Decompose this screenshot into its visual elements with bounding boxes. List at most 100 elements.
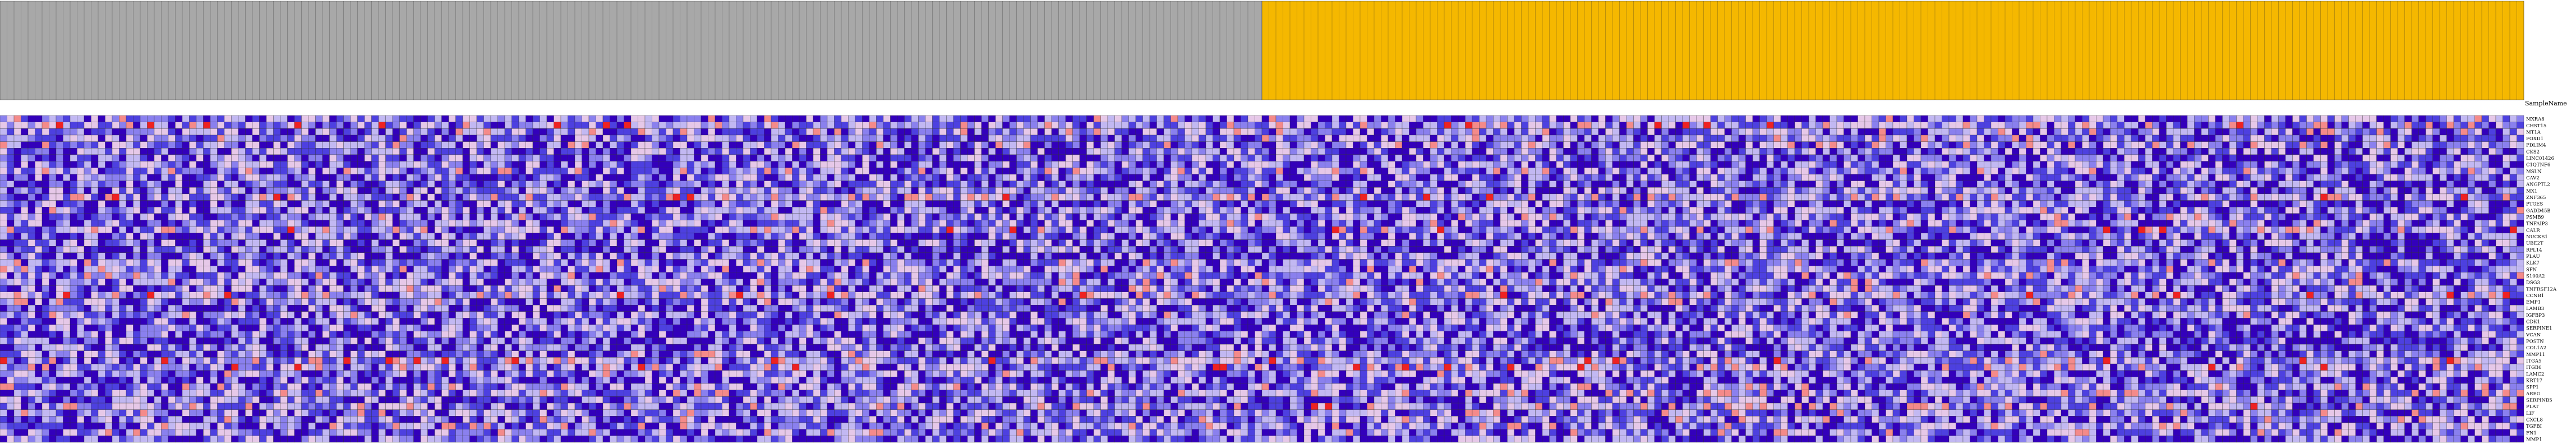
heatmap-cell (813, 115, 821, 122)
heatmap-cell (203, 141, 211, 149)
heatmap-cell (343, 193, 351, 201)
heatmap-cell (2257, 168, 2265, 175)
heatmap-cell (792, 174, 800, 181)
heatmap-cell (315, 141, 323, 149)
heatmap-cell (1177, 193, 1185, 201)
heatmap-cell (2292, 122, 2300, 129)
heatmap-cell (2138, 128, 2146, 136)
heatmap-cell (2208, 187, 2216, 195)
heatmap-cell (273, 135, 281, 142)
heatmap-cell (574, 168, 582, 175)
heatmap-cell (1086, 154, 1094, 161)
heatmap-cell (1275, 187, 1283, 195)
heatmap-cell (1934, 135, 1942, 142)
heatmap-cell (932, 193, 940, 201)
heatmap-cell (2503, 154, 2510, 161)
heatmap-cell (1906, 181, 1914, 188)
heatmap-cell (161, 128, 169, 136)
heatmap-cell (588, 168, 596, 175)
heatmap-cell (2110, 168, 2118, 175)
heatmap-cell (1920, 154, 1928, 161)
heatmap-cell (2489, 174, 2496, 181)
heatmap-cell (2411, 135, 2419, 142)
heatmap-cell (1325, 193, 1333, 201)
heatmap-cell (526, 115, 533, 122)
heatmap-cell (630, 122, 638, 129)
heatmap-cell (883, 154, 891, 161)
heatmap-cell (1297, 128, 1305, 136)
heatmap-cell (813, 135, 821, 142)
heatmap-cell (960, 141, 968, 149)
heatmap-cell (2096, 135, 2104, 142)
heatmap-cell (2474, 141, 2482, 149)
heatmap-cell (413, 135, 421, 142)
heatmap-cell (1283, 181, 1291, 188)
heatmap-cell (27, 168, 35, 175)
heatmap-cell (2068, 115, 2076, 122)
heatmap-cell (855, 161, 863, 168)
heatmap-cell (1626, 161, 1634, 168)
heatmap-cell (413, 154, 421, 161)
heatmap-cell (1914, 174, 1921, 181)
heatmap-cell (1367, 115, 1375, 122)
heatmap-cell (2229, 115, 2237, 122)
heatmap-cell (897, 122, 905, 129)
heatmap-cell (1213, 148, 1220, 155)
heatmap-cell (210, 181, 218, 188)
heatmap-cell (1269, 122, 1277, 129)
heatmap-cell (2306, 135, 2314, 142)
heatmap-cell (1584, 128, 1592, 136)
heatmap-cell (588, 174, 596, 181)
heatmap-cell (701, 168, 708, 175)
heatmap-cell (2355, 174, 2363, 181)
heatmap-cell (1914, 128, 1921, 136)
sample-group-bar (1261, 1, 2524, 100)
heatmap-cell (1037, 154, 1045, 161)
heatmap-cell (140, 128, 148, 136)
heatmap-cell (953, 181, 961, 188)
heatmap-cell (1219, 148, 1227, 155)
heatmap-cell (203, 168, 211, 175)
heatmap-cell (1563, 148, 1571, 155)
heatmap-cell (897, 135, 905, 142)
heatmap-cell (1794, 187, 1802, 195)
heatmap-cell (196, 168, 204, 175)
heatmap-cell (2124, 154, 2132, 161)
heatmap-cell (602, 168, 610, 175)
heatmap-cell (1619, 193, 1627, 201)
heatmap-cell (2215, 187, 2223, 195)
heatmap-cell (1255, 154, 1262, 161)
heatmap-cell (1472, 168, 1480, 175)
heatmap-cell (813, 181, 821, 188)
heatmap-cell (1675, 174, 1683, 181)
heatmap-cell (1030, 181, 1038, 188)
heatmap-cell (644, 187, 652, 195)
heatmap-cell (743, 141, 750, 149)
heatmap-cell (1906, 174, 1914, 181)
heatmap-cell (1402, 181, 1409, 188)
heatmap-cell (42, 122, 49, 129)
heatmap-cell (1381, 122, 1389, 129)
heatmap-cell (1093, 128, 1101, 136)
heatmap-cell (1773, 115, 1781, 122)
heatmap-cell (1836, 128, 1844, 136)
heatmap-cell (1142, 174, 1150, 181)
heatmap-cell (287, 174, 295, 181)
heatmap-cell (147, 174, 155, 181)
heatmap-cell (2439, 168, 2447, 175)
heatmap-cell (1275, 193, 1283, 201)
heatmap-cell (329, 141, 337, 149)
heatmap-cell (1542, 193, 1550, 201)
heatmap-cell (2026, 174, 2034, 181)
heatmap-cell (2264, 161, 2272, 168)
heatmap-cell (1836, 135, 1844, 142)
heatmap-cell (1493, 148, 1501, 155)
heatmap-cell (2376, 174, 2384, 181)
heatmap-cell (483, 122, 491, 129)
heatmap-cell (245, 168, 253, 175)
heatmap-cell (35, 122, 43, 129)
heatmap-cell (210, 154, 218, 161)
heatmap-cell (1619, 154, 1627, 161)
heatmap-cell (238, 122, 246, 129)
heatmap-cell (1998, 141, 2006, 149)
